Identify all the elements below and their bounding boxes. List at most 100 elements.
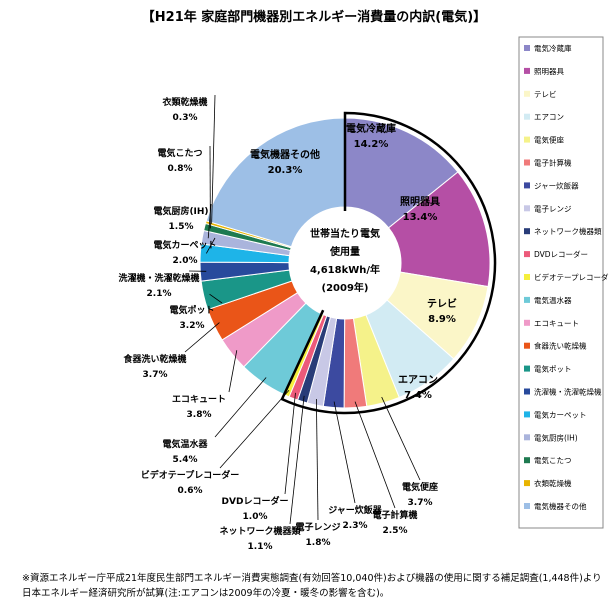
legend-label-4: 電気便座 — [534, 135, 564, 145]
legend-label-6: ジャー炊飯器 — [534, 180, 579, 190]
slice-17-name-label: 電気厨房(IH) — [153, 205, 208, 217]
legend-swatch-16 — [524, 411, 530, 418]
legend-label-2: テレビ — [534, 90, 557, 99]
slice-6-value-label: 2.3% — [343, 521, 368, 531]
legend-items: 電気冷蔵庫照明器具テレビエアコン電気便座電子計算機ジャー炊飯器電子レンジネットワ… — [524, 43, 609, 511]
slice-4-name-label: 電気便座 — [402, 481, 438, 493]
slice-20-name-label: 電気機器その他 — [250, 148, 320, 161]
slice-1-value-label: 13.4% — [403, 212, 438, 223]
legend-label-13: 食器洗い乾燥機 — [534, 341, 587, 351]
slice-18-value-label: 0.8% — [168, 164, 193, 174]
slice-17-value-label: 1.5% — [169, 222, 194, 232]
slice-19-name-label: 衣類乾燥機 — [162, 96, 207, 108]
legend-label-20: 電気機器その他 — [534, 501, 587, 511]
legend-label-1: 照明器具 — [534, 67, 564, 76]
legend-swatch-18 — [524, 457, 530, 464]
slice-6-name-label: ジャー炊飯器 — [328, 504, 383, 516]
slice-14-name-label: 電気ポット — [169, 304, 214, 316]
slice-0-name-label: 電気冷蔵庫 — [346, 122, 396, 135]
slice-5-value-label: 2.5% — [383, 526, 408, 536]
slice-15-name-label: 洗濯機・洗濯乾燥機 — [118, 272, 199, 284]
slice-5-name-label: 電子計算機 — [372, 509, 417, 521]
slice-13-name-label: 食器洗い乾燥機 — [122, 353, 186, 365]
slice-6-leader — [333, 401, 356, 504]
slice-20-value-label: 20.3% — [268, 165, 303, 176]
slice-8-name-label: ネットワーク機器類 — [219, 525, 301, 537]
legend-label-11: 電気温水器 — [534, 295, 572, 305]
leader-lines — [184, 94, 421, 525]
legend-swatch-8 — [524, 228, 530, 235]
slice-11-value-label: 5.4% — [173, 455, 198, 465]
legend-label-0: 電気冷蔵庫 — [534, 43, 572, 53]
slice-12-value-label: 3.8% — [187, 410, 212, 420]
slice-12-leader — [228, 350, 238, 393]
legend-label-16: 電気カーペット — [534, 409, 587, 419]
legend-label-12: エコキュート — [534, 319, 579, 328]
center-line-3: 4,618kWh/年 — [310, 263, 380, 276]
slice-11-name-label: 電気温水器 — [162, 438, 208, 450]
legend-swatch-20 — [524, 503, 530, 509]
slice-15-value-label: 2.1% — [147, 289, 172, 299]
legend-label-17: 電気厨房(IH) — [534, 432, 578, 442]
legend-label-3: エアコン — [534, 113, 564, 122]
slice-16-name-label: 電気カーペット — [153, 239, 216, 251]
slice-10-name-label: ビデオテープレコーダー — [141, 469, 239, 481]
slice-9-name-label: DVDレコーダー — [222, 495, 289, 507]
slice-13-value-label: 3.7% — [143, 370, 168, 380]
slice-16-value-label: 2.0% — [173, 256, 198, 266]
slice-7-name-label: 電子レンジ — [295, 522, 340, 533]
slice-4-value-label: 3.7% — [408, 498, 433, 508]
slice-2-name-label: テレビ — [427, 297, 457, 310]
legend-label-14: 電気ポット — [534, 364, 572, 374]
slice-5-leader — [354, 401, 396, 509]
legend-swatch-7 — [524, 205, 530, 212]
legend-swatch-3 — [524, 113, 530, 120]
slice-3-value-label: 7.4% — [404, 390, 432, 401]
legend-swatch-4 — [524, 136, 530, 143]
slice-7-value-label: 1.8% — [306, 538, 331, 548]
appliance-group-bracket — [280, 111, 497, 415]
slice-9-leader — [284, 392, 296, 495]
legend-swatch-17 — [524, 434, 530, 441]
slice-12-name-label: エコキュート — [172, 394, 226, 405]
slice-10-leader — [219, 389, 290, 469]
legend-swatch-5 — [524, 159, 530, 166]
slice-9-value-label: 1.0% — [243, 512, 268, 522]
center-line-4: (2009年) — [322, 281, 369, 294]
slice-18-name-label: 電気こたつ — [157, 147, 202, 159]
slice-11-leader — [214, 377, 267, 438]
slice-2-value-label: 8.9% — [428, 314, 456, 325]
slice-4-leader — [381, 396, 421, 481]
slice-16-leader — [205, 237, 216, 254]
legend-swatch-2 — [524, 90, 530, 97]
slice-1-wedge — [387, 171, 491, 288]
legend-label-8: ネットワーク機器類 — [534, 226, 602, 236]
slice-8-value-label: 1.1% — [248, 542, 273, 552]
slice-1-name-label: 照明器具 — [400, 196, 440, 208]
legend-swatch-1 — [524, 67, 530, 74]
legend-label-10: ビデオテープレコーダー — [534, 272, 609, 282]
slice-labels: 電気冷蔵庫 14.2% 照明器具 13.4% テレビ 8.9% エアコン 7.4% 電気便座 3.… — [118, 96, 457, 552]
legend-label-7: 電子レンジ — [534, 204, 572, 213]
legend-swatch-13 — [524, 342, 530, 349]
slice-13-leader — [184, 322, 220, 353]
legend-swatch-15 — [524, 388, 530, 395]
slice-14-value-label: 3.2% — [180, 321, 205, 331]
slice-7-leader — [315, 399, 319, 521]
legend-swatch-6 — [524, 182, 530, 189]
slice-19-value-label: 0.3% — [173, 113, 198, 123]
legend-label-9: DVDレコーダー — [534, 249, 588, 259]
center-label: 世帯当たり電気 使用量 4,618kWh/年 (2009年) — [310, 227, 380, 294]
center-line-1: 世帯当たり電気 — [310, 227, 380, 240]
slice-8-leader — [289, 395, 305, 525]
legend: 電気冷蔵庫照明器具テレビエアコン電気便座電子計算機ジャー炊飯器電子レンジネットワ… — [518, 36, 609, 529]
chart-title: 【H21年 家庭部門機器別エネルギー消費量の内訳(電気)】 — [142, 9, 486, 25]
legend-label-18: 電気こたつ — [534, 455, 572, 465]
legend-frame — [518, 36, 604, 529]
legend-label-15: 洗濯機・洗濯乾燥機 — [534, 387, 602, 397]
slice-14-leader — [209, 293, 223, 304]
legend-swatch-10 — [524, 274, 530, 280]
footnote-line-2: 日本エネルギー経済研究所が試算(注:エアコンは2009年の冷夏・暖冬の影響を含む… — [22, 587, 389, 599]
center-line-2: 使用量 — [329, 245, 360, 258]
